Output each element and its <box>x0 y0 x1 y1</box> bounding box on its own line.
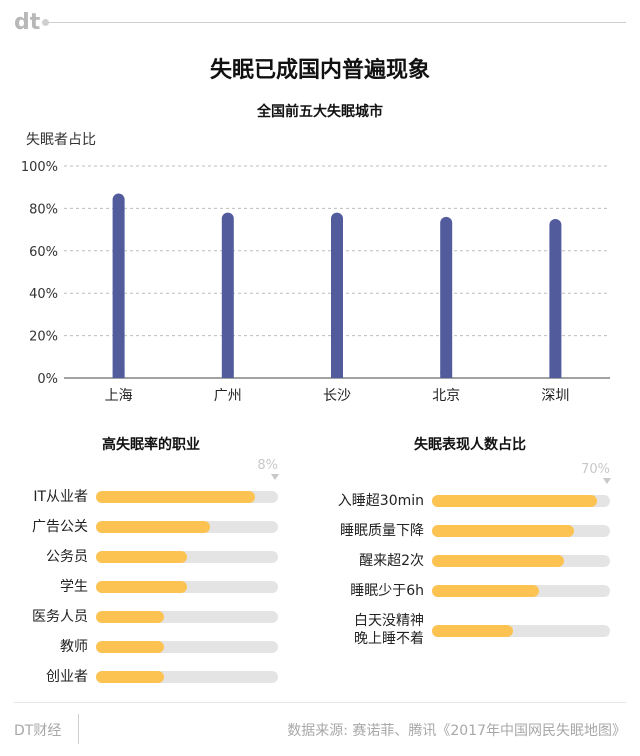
city-bar-chart: 0% 20% 40% 60% 80% 100% 上海 广州 长沙 北京 深圳 <box>21 160 610 404</box>
progress-fill <box>96 551 187 563</box>
progress-fill <box>432 585 539 597</box>
progress-row: 入睡超30min <box>338 490 610 512</box>
progress-row: 创业者 <box>46 666 278 688</box>
header-rule <box>46 22 626 23</box>
city-bar-base <box>440 372 453 378</box>
footer-brand: DT财经 <box>14 723 62 739</box>
max-value-label: 70% <box>581 462 610 477</box>
progress-row: 睡眠少于6h <box>350 580 610 602</box>
progress-row: 睡眠质量下降 <box>340 520 610 542</box>
page-title: 失眠已成国内普遍现象 <box>209 58 430 83</box>
max-marker-icon <box>603 478 611 484</box>
progress-fill <box>96 581 187 593</box>
max-marker-icon <box>271 474 279 480</box>
progress-label: 睡眠少于6h <box>350 583 424 599</box>
x-tick-label: 上海 <box>105 388 133 404</box>
progress-label-line: 白天没精神 <box>354 613 424 629</box>
footer-separator <box>78 714 79 744</box>
symptom-chart-title: 失眠表现人数占比 <box>414 437 526 453</box>
city-chart-title: 全国前五大失眠城市 <box>257 104 383 120</box>
progress-fill <box>432 525 575 537</box>
data-source: 数据来源: 赛诺菲、腾讯《2017年中国网民失眠地图》 <box>287 723 626 739</box>
progress-fill <box>96 671 165 683</box>
progress-fill <box>432 625 514 637</box>
max-value-label: 8% <box>257 458 278 473</box>
city-bar-base <box>549 372 562 378</box>
footer-rule <box>14 702 626 703</box>
city-bar-base <box>331 372 343 378</box>
x-tick-label: 北京 <box>432 388 460 404</box>
header-dot <box>42 19 49 26</box>
progress-row: 教师 <box>60 636 278 658</box>
city-bar <box>331 212 343 378</box>
y-tick-label: 40% <box>29 287 58 302</box>
y-tick-label: 100% <box>21 160 58 175</box>
progress-fill <box>96 611 165 623</box>
progress-label: 医务人员 <box>32 609 88 625</box>
dt-logo: dt <box>14 10 41 35</box>
city-bar <box>221 212 234 378</box>
progress-label: 白天没精神晚上睡不着 <box>354 612 424 648</box>
progress-row: 公务员 <box>46 546 278 568</box>
progress-row: 白天没精神晚上睡不着 <box>354 613 610 647</box>
city-bar <box>549 219 562 378</box>
progress-label-line: 晚上睡不着 <box>354 631 424 647</box>
city-chart-y-label: 失眠者占比 <box>26 132 96 148</box>
progress-row: IT从业者 <box>33 486 278 508</box>
y-tick-label: 60% <box>29 245 58 260</box>
progress-label: 醒来超2次 <box>359 553 424 569</box>
city-bar <box>112 193 125 378</box>
progress-label: 学生 <box>60 579 88 595</box>
progress-fill <box>96 491 256 503</box>
progress-fill <box>432 495 598 507</box>
y-tick-label: 0% <box>37 372 58 387</box>
x-tick-label: 长沙 <box>323 388 351 404</box>
progress-label: 创业者 <box>46 669 88 685</box>
city-bar <box>440 216 453 378</box>
progress-row: 醒来超2次 <box>359 550 610 572</box>
progress-fill <box>96 521 210 533</box>
progress-row: 学生 <box>60 576 278 598</box>
progress-label: 睡眠质量下降 <box>340 523 424 539</box>
progress-label: 公务员 <box>46 549 88 565</box>
x-tick-label: 广州 <box>214 388 242 404</box>
y-tick-label: 80% <box>29 202 58 217</box>
progress-row: 医务人员 <box>32 606 278 628</box>
x-tick-label: 深圳 <box>541 388 569 404</box>
y-tick-label: 20% <box>29 330 58 345</box>
progress-fill <box>96 641 165 653</box>
progress-label: 教师 <box>60 639 88 655</box>
city-bar-base <box>112 372 125 378</box>
progress-row: 广告公关 <box>32 516 278 538</box>
occupation-chart-title: 高失眠率的职业 <box>102 437 200 453</box>
progress-fill <box>432 555 565 567</box>
progress-label: IT从业者 <box>33 489 88 505</box>
progress-label: 广告公关 <box>32 519 88 535</box>
city-bar-base <box>221 372 234 378</box>
progress-label: 入睡超30min <box>337 493 424 509</box>
